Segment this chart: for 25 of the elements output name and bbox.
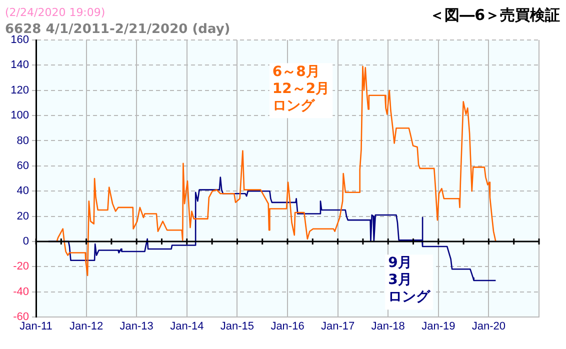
y-tick-label: 80 <box>16 134 29 147</box>
x-tick-label: Jan-18 <box>371 320 405 333</box>
y-tick-label: 120 <box>10 84 29 96</box>
x-tick-label: Jan-17 <box>320 320 355 333</box>
y-tick-label: 160 <box>10 34 29 46</box>
x-tick-label: Jan-19 <box>422 320 456 333</box>
x-tick-label: Jan-12 <box>69 320 104 333</box>
y-tick-label: -40 <box>13 286 29 298</box>
series-label: 9月3月ロング <box>388 255 432 306</box>
y-tick-label: 100 <box>10 110 29 122</box>
x-tick-label: Jan-20 <box>472 320 506 333</box>
x-tick-label: Jan-14 <box>170 320 204 333</box>
y-tick-label: 140 <box>10 59 29 72</box>
text: 6～8月12～2月ロング <box>272 64 330 114</box>
y-tick-label: 60 <box>16 160 29 172</box>
x-tick-label: Jan-16 <box>270 320 304 333</box>
text: (2/24/2020 19:09) <box>5 6 106 19</box>
y-tick-label: 20 <box>16 210 29 222</box>
x-tick-label: Jan-15 <box>220 320 254 333</box>
y-tick-label: 40 <box>16 185 29 198</box>
x-tick-label: Jan-13 <box>120 320 154 333</box>
x-tick-label: Jan-11 <box>20 320 52 333</box>
y-tick-label: 0 <box>22 235 29 248</box>
chart-title: ＜図―6＞売買検証 <box>430 6 560 25</box>
y-tick-label: -20 <box>13 260 29 273</box>
